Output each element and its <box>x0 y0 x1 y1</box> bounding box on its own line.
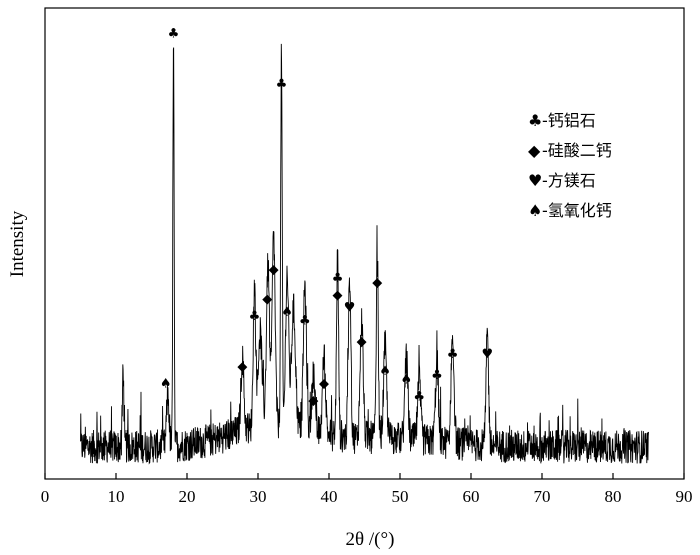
x-tick-label: 30 <box>250 487 267 506</box>
peak-marker: ♠ <box>379 364 391 379</box>
legend-label-diamond: -硅酸二钙 <box>542 141 612 160</box>
legend-label-heart: -方镁石 <box>542 171 596 190</box>
legend-glyph-diamond: ◆ <box>528 141 541 160</box>
y-axis-title: Intensity <box>7 210 28 277</box>
peak-marker: ♠ <box>401 372 413 387</box>
peak-annotations: ♣♣♠◆♣◆◆♠♣◆◆♣◆♥◆◆♠♠♣♣♣ ♥ <box>160 26 493 408</box>
plot-frame <box>44 7 685 480</box>
legend-label-club: -钙铝石 <box>542 111 596 130</box>
x-tick-label: 40 <box>321 487 338 506</box>
x-axis-title: 2θ /(°) <box>346 529 395 550</box>
legend-glyph-heart: ♥ <box>528 171 542 190</box>
legend-label-spade: -氢氧化钙 <box>542 201 612 220</box>
legend-glyph-spade: ♠ <box>528 201 542 220</box>
peak-marker: ◆ <box>319 377 329 392</box>
x-tick-label: 70 <box>534 487 551 506</box>
peak-marker: ◆ <box>237 360 247 375</box>
peak-marker: ♣ <box>249 309 261 324</box>
peak-marker: ◆ <box>269 263 279 278</box>
x-tick-label: 60 <box>463 487 480 506</box>
peak-marker: ♠ <box>281 305 293 320</box>
peak-marker: ♣ <box>332 271 344 286</box>
peak-marker: ♥ <box>482 347 494 362</box>
x-axis-ticks: 0 10 20 30 40 50 60 70 80 90 <box>41 473 693 506</box>
peak-marker: ◆ <box>372 275 382 290</box>
peak-marker: ◆ <box>308 393 318 408</box>
x-tick-label: 20 <box>179 487 196 506</box>
peak-marker: ◆ <box>262 292 272 307</box>
legend: ♣ -钙铝石 ◆ -硅酸二钙 ♥ -方镁石 ♠ -氢氧化钙 <box>528 111 612 220</box>
peak-marker: ♣ <box>447 347 459 362</box>
peak-marker: ♠ <box>160 377 172 392</box>
peak-marker: ◆ <box>333 288 343 303</box>
peak-marker: ♣ <box>168 26 180 41</box>
trace-layer <box>80 43 649 465</box>
x-tick-label: 80 <box>605 487 622 506</box>
x-tick-label: 10 <box>108 487 125 506</box>
xrd-trace <box>80 43 649 465</box>
peak-marker: ♣ <box>413 389 425 404</box>
legend-glyph-club: ♣ <box>528 111 542 130</box>
x-tick-label: 50 <box>392 487 409 506</box>
peak-marker: ♣ <box>431 368 443 383</box>
peak-marker: ◆ <box>357 334 367 349</box>
x-tick-label: 0 <box>41 487 50 506</box>
peak-marker: ♣ <box>299 313 311 328</box>
peak-marker: ♥ <box>344 301 356 316</box>
x-tick-label: 90 <box>676 487 693 506</box>
peak-marker: ♣ <box>276 77 288 92</box>
